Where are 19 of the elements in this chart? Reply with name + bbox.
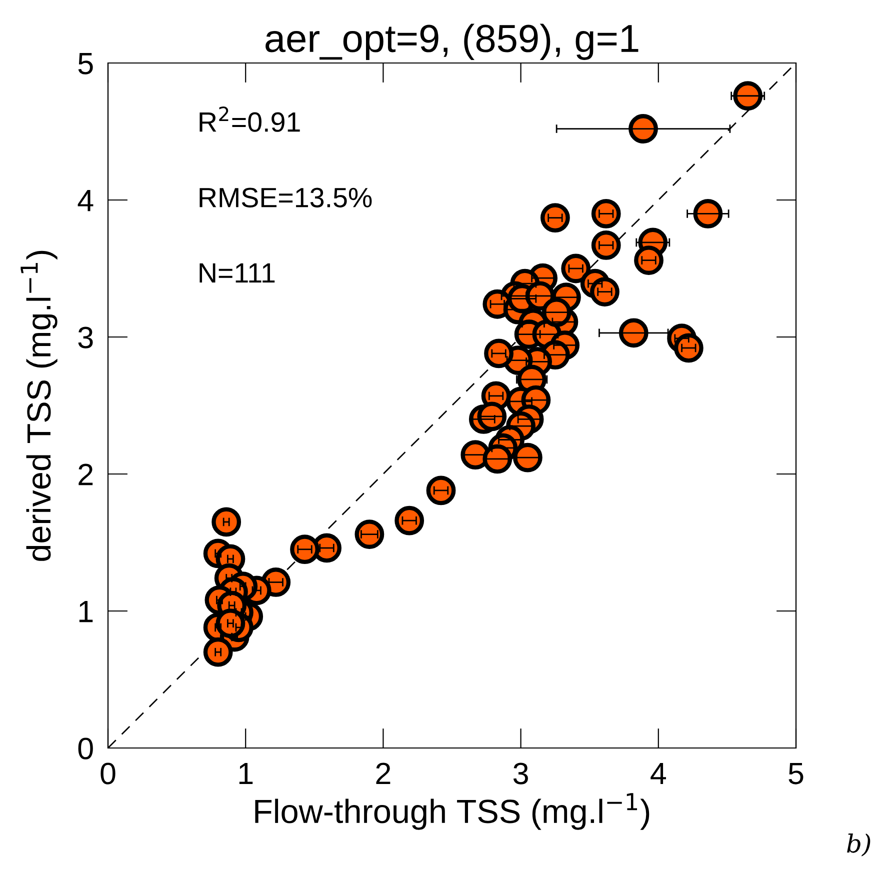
text: b) bbox=[847, 833, 870, 856]
x-tick-label: 3 bbox=[513, 762, 528, 784]
x-tick-label: 4 bbox=[650, 763, 666, 784]
x-axis-title: Flow-through TSS (mg.l$^{−1}$) bbox=[255, 793, 650, 830]
x-tick-label: 2 bbox=[376, 762, 390, 784]
x-tick-label: 5 bbox=[788, 763, 804, 784]
y-tick-label: 4 bbox=[78, 190, 94, 212]
y-tick-label: 1 bbox=[79, 601, 93, 622]
chart-title: aer_opt=9, (859), g=1 bbox=[266, 24, 638, 60]
y-tick-label: 0 bbox=[78, 738, 93, 760]
annotation: N=111 bbox=[200, 263, 275, 283]
annotation: R$^{2}$=0.91 bbox=[200, 106, 300, 132]
y-tick-label: 3 bbox=[78, 326, 93, 348]
y-tick-label: 5 bbox=[78, 53, 93, 74]
y-axis-title: derived TSS (mg.l$^{−1}$) bbox=[20, 250, 58, 561]
annotation: RMSE=13.5% bbox=[200, 188, 372, 208]
y-tick-label: 2 bbox=[78, 464, 93, 486]
x-tick-label: 0 bbox=[100, 762, 116, 784]
x-tick-label: 1 bbox=[239, 763, 253, 784]
